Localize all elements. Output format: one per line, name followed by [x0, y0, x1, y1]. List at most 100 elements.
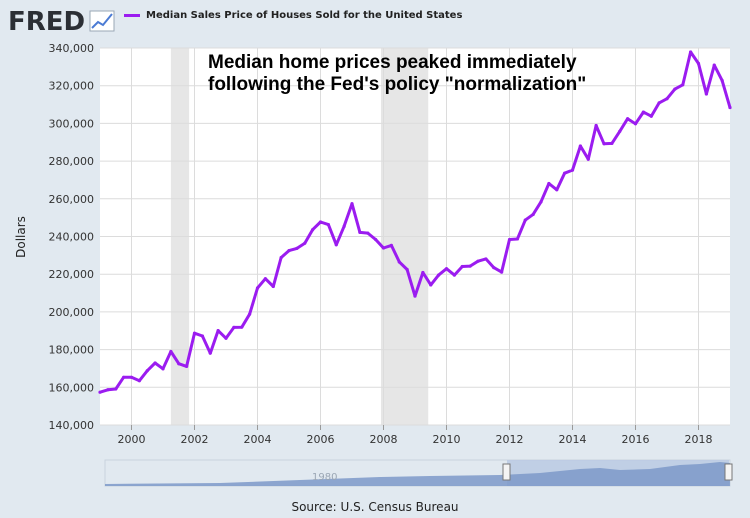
- y-tick-label-140000: 140,000: [49, 419, 95, 432]
- x-tick-label-2008: 2008: [370, 433, 398, 446]
- data-point-23: [279, 256, 283, 260]
- data-point-33: [358, 230, 362, 234]
- data-point-4: [129, 375, 134, 379]
- y-tick-label-260000: 260,000: [49, 193, 95, 206]
- data-point-78: [712, 63, 716, 67]
- legend-label: Median Sales Price of Houses Sold for th…: [146, 10, 463, 21]
- y-axis-ticks: 140,000 160,000 180,000 200,000 220,000 240,0…: [49, 42, 95, 432]
- chart: 140,000 160,000 180,000 200,000 220,000 240,0…: [14, 42, 733, 487]
- annotation-line-1: Median home prices peaked immediately: [208, 52, 577, 73]
- data-point-79: [720, 78, 724, 83]
- y-axis-label: Dollars: [14, 216, 28, 258]
- data-point-1: [106, 388, 110, 392]
- data-point-47: [468, 264, 472, 268]
- data-point-41: [421, 270, 425, 275]
- gridlines: [100, 47, 730, 426]
- data-point-37: [389, 243, 393, 247]
- data-points: [98, 50, 732, 394]
- y-tick-label-200000: 200,000: [49, 306, 95, 319]
- data-point-30: [334, 243, 338, 247]
- x-tick-label-2012: 2012: [496, 433, 524, 446]
- legend-swatch: [124, 14, 140, 17]
- data-point-70: [649, 114, 653, 118]
- fred-logo: FRED: [8, 7, 115, 34]
- x-axis-ticks: 2000 2002 2004 2006 2008 2010 2012 2014 2016 2018: [118, 425, 713, 446]
- data-point-43: [437, 273, 441, 277]
- data-point-73: [673, 87, 677, 91]
- data-point-61: [578, 144, 582, 148]
- data-point-5: [137, 379, 141, 383]
- data-point-45: [452, 273, 456, 277]
- annotation-line-2: following the Fed's policy "normalizatio…: [208, 74, 586, 95]
- y-tick-label-300000: 300,000: [49, 117, 95, 130]
- data-point-58: [555, 188, 559, 192]
- data-point-18: [240, 325, 244, 329]
- data-point-14: [208, 351, 212, 355]
- data-point-11: [185, 364, 189, 368]
- source-note: Source: U.S. Census Bureau: [291, 500, 459, 514]
- data-point-75: [689, 50, 693, 54]
- data-point-60: [570, 168, 575, 172]
- fred-chart-icon: [89, 10, 115, 32]
- navigator-year-label: 1980: [312, 472, 337, 483]
- data-point-34: [366, 231, 370, 235]
- y-tick-label-340000: 340,000: [49, 42, 95, 55]
- x-tick-label-2000: 2000: [118, 433, 146, 446]
- data-point-68: [633, 122, 638, 126]
- x-tick-label-2014: 2014: [559, 433, 587, 446]
- data-point-8: [161, 367, 165, 371]
- data-point-31: [342, 224, 346, 228]
- data-point-52: [507, 237, 512, 242]
- data-point-57: [547, 181, 551, 186]
- data-point-3: [122, 375, 126, 379]
- y-tick-label-220000: 220,000: [49, 268, 95, 281]
- chart-legend: Median Sales Price of Houses Sold for th…: [124, 10, 462, 21]
- data-point-25: [295, 246, 299, 250]
- data-point-29: [326, 223, 330, 227]
- data-point-7: [153, 361, 157, 365]
- data-point-44: [444, 267, 449, 271]
- data-point-42: [429, 283, 433, 287]
- data-point-32: [350, 202, 354, 206]
- x-tick-label-2018: 2018: [685, 433, 713, 446]
- data-point-12: [192, 331, 197, 335]
- data-point-71: [657, 101, 661, 105]
- data-point-27: [311, 228, 315, 232]
- data-point-67: [626, 117, 630, 121]
- data-point-59: [563, 171, 567, 175]
- data-point-24: [287, 249, 291, 253]
- data-point-53: [515, 237, 519, 241]
- data-point-48: [476, 259, 480, 263]
- navigator-left-handle[interactable]: [502, 463, 511, 481]
- data-point-49: [484, 257, 488, 261]
- data-point-50: [492, 266, 496, 270]
- navigator-series: [105, 462, 730, 486]
- data-point-77: [704, 92, 708, 96]
- y-tick-label-320000: 320,000: [49, 80, 95, 93]
- data-point-36: [381, 246, 386, 250]
- range-navigator[interactable]: 1980: [104, 459, 733, 487]
- y-tick-label-180000: 180,000: [49, 344, 95, 357]
- data-point-2: [114, 387, 118, 391]
- data-point-66: [618, 129, 622, 133]
- data-point-9: [169, 349, 173, 354]
- navigator-right-handle[interactable]: [724, 463, 733, 481]
- data-point-51: [500, 270, 504, 274]
- data-point-6: [145, 369, 149, 373]
- data-point-46: [460, 264, 464, 269]
- data-point-38: [397, 260, 401, 264]
- data-point-13: [200, 334, 204, 338]
- data-point-15: [216, 328, 220, 333]
- y-tick-label-160000: 160,000: [49, 381, 95, 394]
- x-tick-label-2002: 2002: [181, 433, 209, 446]
- data-point-22: [271, 284, 275, 289]
- data-point-56: [539, 200, 543, 204]
- data-point-16: [224, 336, 228, 340]
- data-point-64: [602, 142, 606, 146]
- data-point-28: [318, 220, 323, 224]
- data-point-54: [523, 218, 527, 222]
- data-point-63: [594, 123, 598, 128]
- data-point-17: [232, 325, 236, 329]
- data-point-19: [248, 312, 252, 316]
- data-point-35: [374, 237, 378, 242]
